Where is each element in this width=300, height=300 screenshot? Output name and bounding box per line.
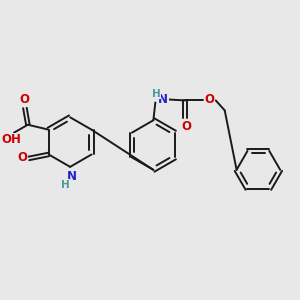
Text: H: H <box>61 180 70 190</box>
Text: H: H <box>152 88 161 98</box>
Text: O: O <box>205 93 215 106</box>
Text: O: O <box>17 151 27 164</box>
Text: O: O <box>19 94 29 106</box>
Text: N: N <box>158 93 168 106</box>
Text: O: O <box>181 120 191 133</box>
Text: N: N <box>67 170 77 183</box>
Text: OH: OH <box>1 133 21 146</box>
